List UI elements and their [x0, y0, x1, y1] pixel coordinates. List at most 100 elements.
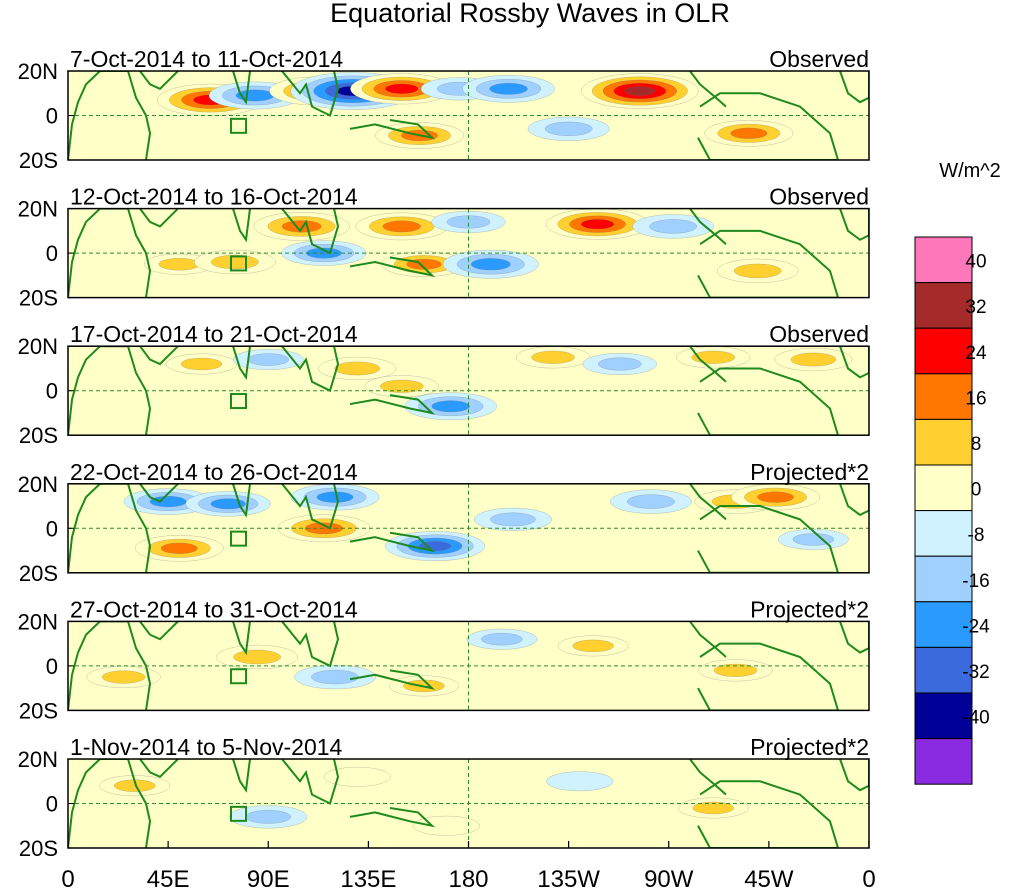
reference-box	[230, 805, 247, 822]
y-tick-label: 20N	[18, 334, 58, 359]
x-tick-label: 90W	[644, 866, 694, 890]
anomaly-blob	[698, 659, 773, 682]
coastline	[349, 531, 436, 553]
coastline	[349, 394, 436, 415]
colorbar-label: -24	[962, 616, 990, 637]
coastline	[349, 806, 436, 828]
panel-date-range: 12-Oct-2014 to 16-Oct-2014	[70, 184, 358, 210]
anomaly-blob	[582, 353, 657, 376]
colorbar-swatch	[914, 282, 973, 329]
panel: 12-Oct-2014 to 16-Oct-2014 Observed 20N 0 20…	[18, 184, 870, 311]
reference-box	[230, 530, 247, 547]
coastline	[689, 483, 727, 521]
coastline	[139, 759, 179, 778]
x-tick-label: 90E	[247, 866, 290, 890]
anomaly-blob	[466, 628, 538, 650]
anomaly-field	[143, 208, 799, 284]
colorbar-swatch	[914, 327, 973, 375]
panel-date-range: 17-Oct-2014 to 21-Oct-2014	[70, 321, 358, 347]
anomaly-blob	[404, 392, 497, 421]
panel-date-range: 1-Nov-2014 to 5-Nov-2014	[70, 734, 343, 760]
coastline	[139, 71, 179, 90]
coastline	[689, 71, 727, 108]
y-tick-label: 0	[46, 241, 58, 266]
reference-box	[230, 255, 247, 272]
coastline	[839, 621, 869, 654]
colorbar-label: -8	[968, 525, 985, 546]
anomaly-blob	[704, 120, 794, 147]
anomaly-blob	[99, 775, 171, 797]
panel-label: Projected*2	[750, 734, 869, 760]
anomaly-blob	[462, 75, 555, 103]
coastlines	[68, 621, 869, 711]
coastline	[232, 346, 251, 381]
coastline	[689, 621, 727, 658]
anomaly-blob	[86, 666, 161, 689]
colorbar-label: 8	[971, 434, 982, 455]
coastline	[281, 208, 340, 255]
anomaly-blob	[294, 664, 376, 690]
coastline	[697, 780, 840, 848]
coastline	[839, 759, 869, 792]
panel: 22-Oct-2014 to 26-Oct-2014 Projected*2 20N…	[18, 459, 870, 586]
anomaly-blob	[610, 489, 692, 514]
y-tick-label: 20S	[19, 286, 58, 311]
anomaly-blob	[134, 535, 224, 562]
colorbar-swatch	[914, 555, 973, 603]
colorbar-swatch	[914, 510, 973, 557]
coastline	[68, 621, 152, 711]
anomaly-blob	[166, 353, 237, 375]
y-tick-label: 20S	[19, 148, 58, 173]
anomaly-blob	[777, 528, 849, 550]
panels: 7-Oct-2014 to 11-Oct-2014 Observed 20N 0 20S…	[18, 46, 870, 861]
anomaly-blob	[774, 347, 853, 372]
y-tick-label: 20N	[18, 472, 58, 497]
y-tick-label: 0	[46, 792, 58, 817]
anomaly-field	[99, 766, 749, 836]
coastline	[68, 759, 152, 848]
y-tick-label: 0	[46, 104, 58, 129]
colorbar-label: 32	[965, 297, 986, 318]
coastline	[139, 346, 179, 366]
coastline	[689, 759, 727, 796]
coastline	[839, 208, 869, 241]
colorbar-swatch	[914, 738, 973, 785]
anomaly-field	[123, 483, 849, 562]
panel: 1-Nov-2014 to 5-Nov-2014 Projected*2 20N 0 2…	[18, 734, 870, 861]
coastline	[232, 621, 251, 656]
reference-box	[230, 117, 247, 134]
coastline	[839, 71, 869, 104]
colorbar-swatch	[914, 418, 973, 466]
coastline	[281, 483, 340, 530]
x-tick-label: 45W	[744, 866, 794, 890]
coastline	[349, 669, 436, 690]
anomaly-blob	[412, 815, 480, 836]
anomaly-blob	[253, 212, 350, 241]
reference-box	[230, 668, 247, 685]
colorbar-swatch	[914, 464, 973, 512]
coastline	[839, 346, 869, 379]
coastline	[139, 621, 179, 641]
colorbar-label: -16	[962, 571, 989, 592]
y-tick-label: 0	[46, 654, 58, 679]
anomaly-blob	[216, 644, 298, 670]
anomaly-blob	[431, 210, 506, 233]
coastline	[349, 256, 436, 278]
chart-title: Equatorial Rossby Waves in OLR	[330, 0, 730, 28]
anomaly-blob	[676, 346, 751, 369]
panel: 7-Oct-2014 to 11-Oct-2014 Observed 20N 0 20S	[18, 46, 870, 173]
coastlines	[68, 71, 869, 160]
x-tick-label: 180	[448, 866, 488, 890]
anomaly-field	[86, 628, 773, 697]
coastline	[697, 505, 840, 573]
coastline	[349, 118, 436, 140]
y-tick-label: 20N	[18, 59, 58, 84]
anomaly-blob	[364, 375, 439, 398]
panel-date-range: 7-Oct-2014 to 11-Oct-2014	[70, 46, 343, 72]
anomaly-blob	[527, 116, 610, 141]
colorbar: W/m^2 40 32 24 16 8 0 -8 -16 -24 -32 -40	[914, 160, 1001, 785]
coastline	[839, 483, 869, 517]
anomaly-blob	[355, 212, 448, 241]
panel: 27-Oct-2014 to 31-Oct-2014 Projected*2 20N…	[18, 596, 870, 723]
